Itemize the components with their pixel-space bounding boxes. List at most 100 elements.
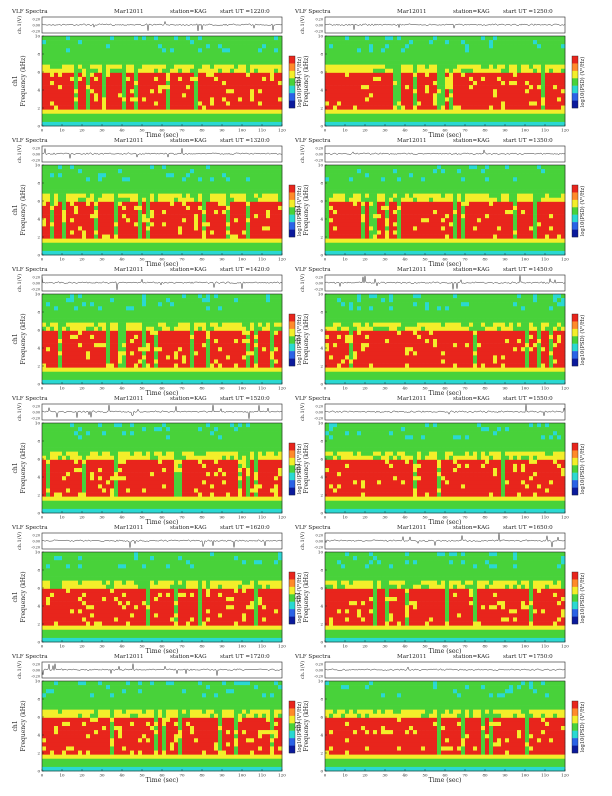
spectrogram-cell	[190, 77, 194, 81]
spectrogram-cell	[425, 230, 429, 234]
spectrogram-cell	[377, 122, 381, 126]
spectrogram-cell	[158, 73, 162, 77]
spectrogram-cell	[262, 114, 266, 118]
spectrogram-cell	[266, 93, 270, 97]
spectrogram-cell	[58, 239, 62, 243]
spectrogram-cell	[329, 222, 333, 226]
spectrogram-cell	[74, 210, 78, 214]
spectrogram-cell	[258, 243, 262, 247]
spectrogram-cell	[441, 101, 445, 105]
spectrogram-cell	[377, 97, 381, 101]
spectrogram-cell	[46, 251, 50, 255]
spectrogram-cell	[118, 181, 122, 185]
spectrogram-cell	[182, 85, 186, 89]
spectrogram-cell	[70, 239, 74, 243]
spectrogram-cell	[186, 61, 190, 65]
spectrogram-cell	[377, 247, 381, 251]
spectrogram-cell	[357, 52, 361, 56]
spectrogram-cell	[465, 56, 469, 60]
spectrogram-cell	[138, 101, 142, 105]
spectrogram-cell	[393, 97, 397, 101]
spectrogram-cell	[250, 118, 254, 122]
spectrogram-cell	[413, 56, 417, 60]
spectrogram-cell	[246, 235, 250, 239]
spectrogram-cell	[242, 214, 246, 218]
spectrogram-cell	[345, 218, 349, 222]
spectrogram-cell	[433, 93, 437, 97]
spectrogram-cell	[250, 198, 254, 202]
spectrogram-cell	[238, 93, 242, 97]
spectrogram-cell	[198, 114, 202, 118]
spectrogram-cell	[409, 81, 413, 85]
spectrogram-cell	[46, 239, 50, 243]
spectrogram-cell	[345, 243, 349, 247]
spectrogram-cell	[337, 73, 341, 77]
colorbar-segment	[289, 230, 295, 238]
spectrogram-cell	[393, 243, 397, 247]
spectrogram-cell	[361, 110, 365, 114]
spectrogram-cell	[242, 247, 246, 251]
spectrogram-cell	[381, 89, 385, 93]
spectrogram-cell	[425, 173, 429, 177]
spectrogram-cell	[82, 194, 86, 198]
spectrogram-cell	[397, 247, 401, 251]
spectrogram-cell	[405, 181, 409, 185]
spectrogram-cell	[274, 118, 278, 122]
spectrogram-cell	[421, 251, 425, 255]
spectrogram-cell	[90, 101, 94, 105]
spectrogram-cell	[122, 165, 126, 169]
spectrogram-cell	[465, 206, 469, 210]
spectrogram-cell	[549, 93, 553, 97]
spectrogram-cell	[54, 93, 58, 97]
spectrogram-cell	[413, 106, 417, 110]
spectrogram-cell	[393, 101, 397, 105]
spectrogram-cell	[222, 77, 226, 81]
spectrogram-cell	[234, 239, 238, 243]
spectrogram-cell	[106, 173, 110, 177]
spectrogram-cell	[102, 89, 106, 93]
spectrogram-cell	[178, 222, 182, 226]
spectrogram-cell	[333, 165, 337, 169]
spectrogram-cell	[270, 185, 274, 189]
spectrogram-cell	[122, 243, 126, 247]
spectrogram-cell	[230, 169, 234, 173]
spectrogram-cell	[441, 181, 445, 185]
spectrogram-cell	[82, 218, 86, 222]
spectrogram-cell	[397, 110, 401, 114]
spectrogram-cell	[377, 61, 381, 65]
spectrogram-cell	[218, 81, 222, 85]
spectrogram-cell	[222, 101, 226, 105]
x-tick-label: 110	[541, 128, 549, 133]
spectrogram-cell	[206, 56, 210, 60]
spectrogram-cell	[126, 235, 130, 239]
spectrogram-cell	[337, 40, 341, 44]
spectrogram-cell	[70, 214, 74, 218]
spectrogram-cell	[198, 52, 202, 56]
spectrogram-cell	[437, 190, 441, 194]
x-tick-label: 20	[362, 128, 368, 133]
spectrogram-cell	[521, 44, 525, 48]
spectrogram-cell	[142, 202, 146, 206]
spectrogram-cell	[118, 52, 122, 56]
spectrogram-cell	[222, 230, 226, 234]
spectrogram-cell	[421, 93, 425, 97]
spectrogram-cell	[78, 56, 82, 60]
spectrogram-cell	[214, 110, 218, 114]
spectrogram-cell	[138, 122, 142, 126]
spectrogram-cell	[278, 251, 282, 255]
spectrogram-cell	[561, 77, 565, 81]
spectrogram-cell	[62, 81, 66, 85]
spectrogram-cell	[533, 122, 537, 126]
spectrogram-cell	[545, 89, 549, 93]
spectrogram-cell	[329, 101, 333, 105]
spectrogram-cell	[134, 69, 138, 73]
spectrogram-cell	[345, 44, 349, 48]
spectrogram-cell	[337, 202, 341, 206]
spectrogram-cell	[441, 206, 445, 210]
spectrogram-cell	[377, 40, 381, 44]
spectrogram-cell	[118, 89, 122, 93]
spectrogram-cell	[206, 81, 210, 85]
spectrogram-cell	[385, 56, 389, 60]
spectrogram-cell	[130, 77, 134, 81]
spectrogram-cell	[274, 173, 278, 177]
